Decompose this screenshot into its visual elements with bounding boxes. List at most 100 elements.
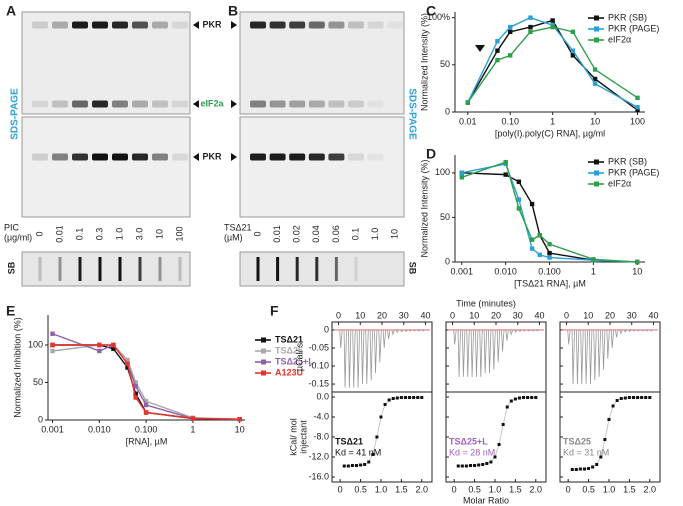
lane-label: 0.06 [331, 225, 341, 243]
gel-band [269, 153, 286, 161]
legend-label: A123U [275, 367, 303, 377]
fit-curve [572, 397, 650, 470]
injection-peak [400, 329, 404, 333]
data-point [516, 179, 522, 184]
legend-swatch [594, 37, 599, 43]
data-point [623, 396, 627, 400]
legend-label: TSΔ25+L [275, 356, 314, 366]
data-point [570, 53, 576, 58]
gel-band [152, 21, 168, 29]
marker-label: eIF2a [200, 98, 224, 108]
data-point [111, 342, 116, 348]
legend-label: PKR (PAGE) [608, 23, 659, 33]
injection-peak [356, 329, 360, 388]
data-point [50, 342, 55, 348]
injection-peak [339, 329, 343, 349]
series-line [52, 333, 240, 420]
data-point [508, 29, 513, 35]
lane-label: 0.1 [74, 228, 84, 241]
injection-peak [492, 329, 496, 370]
y-tick-label: -0.15 [308, 378, 329, 388]
injection-peak [606, 329, 610, 359]
data-point [644, 396, 648, 399]
kd-label: Kd = 28 nM [449, 447, 495, 457]
lane-label: 0.04 [311, 225, 321, 243]
x-tick-label: 0.5 [582, 484, 595, 494]
x-tick-label: 10 [632, 266, 642, 276]
x-tick-label: 0 [452, 484, 457, 494]
injection-peak [352, 329, 356, 388]
data-point [635, 105, 640, 110]
injection-peak [571, 329, 575, 385]
data-point [460, 464, 464, 468]
lane-label: 1.0 [370, 228, 380, 241]
gel-band [269, 100, 286, 108]
marker-label: PKR [202, 19, 222, 29]
series-line [461, 172, 638, 263]
data-point [516, 206, 522, 211]
data-point [547, 255, 552, 260]
data-point [379, 415, 383, 419]
x-tick-label: 40 [420, 310, 430, 320]
panel-letter: A [6, 3, 16, 19]
x-tick-label: 0.010 [88, 424, 111, 434]
sb-band [276, 257, 280, 281]
data-point [497, 443, 501, 446]
injection-peak [509, 329, 514, 336]
injection-peak [404, 329, 408, 332]
injection-peak [457, 329, 461, 377]
injection-peak [417, 329, 421, 332]
injection-peak [584, 329, 588, 385]
x-tick-label: 100 [630, 116, 645, 126]
injection-peak [470, 329, 474, 377]
data-point [528, 15, 533, 20]
injection-peak [505, 329, 509, 341]
injection-peak [361, 329, 365, 385]
x-tick-label: 0.001 [41, 424, 64, 434]
data-point [403, 396, 407, 399]
sb-band [118, 257, 122, 281]
injection-peak [536, 329, 540, 332]
data-point [375, 435, 379, 439]
gel-band [32, 21, 48, 29]
gel-band [152, 153, 168, 161]
panel-letter: D [426, 146, 436, 162]
y-axis-label: Normalized Inhibition (%) [12, 317, 22, 418]
lane-label: 1.0 [114, 228, 124, 241]
gel-band [32, 153, 48, 161]
data-point [570, 468, 574, 471]
data-point [522, 396, 526, 399]
injection-peak [597, 329, 602, 377]
gel-band [52, 21, 68, 29]
gel-band [328, 153, 345, 161]
data-point [528, 29, 533, 35]
x-tick-label: 2.0 [644, 484, 657, 494]
y-tick-label: -16.0 [308, 471, 329, 481]
data-point [125, 365, 130, 370]
injection-peak [518, 329, 522, 332]
gel-band [72, 100, 88, 108]
data-point [570, 29, 576, 35]
gel-band [92, 153, 108, 161]
gel-band [112, 153, 128, 161]
data-point [363, 463, 367, 466]
data-point [143, 399, 149, 404]
x-tick-label: 20 [491, 310, 501, 320]
injection-peak [531, 329, 535, 332]
lane-label: 0.01 [54, 225, 64, 243]
injection-peak [453, 329, 457, 345]
legend-swatch [261, 348, 266, 354]
data-point [636, 396, 640, 399]
gel-band [328, 21, 345, 29]
series-line [52, 344, 240, 420]
data-point [635, 107, 640, 113]
data-point [481, 463, 485, 466]
arrowhead [475, 45, 485, 52]
x-tick-label: 1.5 [509, 484, 522, 494]
x-tick-label: 30 [627, 310, 637, 320]
x-tick-label: 0 [338, 484, 343, 494]
x-tick-label: 1.0 [603, 484, 616, 494]
gel-band [112, 100, 128, 108]
panel-letter: E [6, 303, 15, 319]
gel-blot [21, 116, 191, 218]
